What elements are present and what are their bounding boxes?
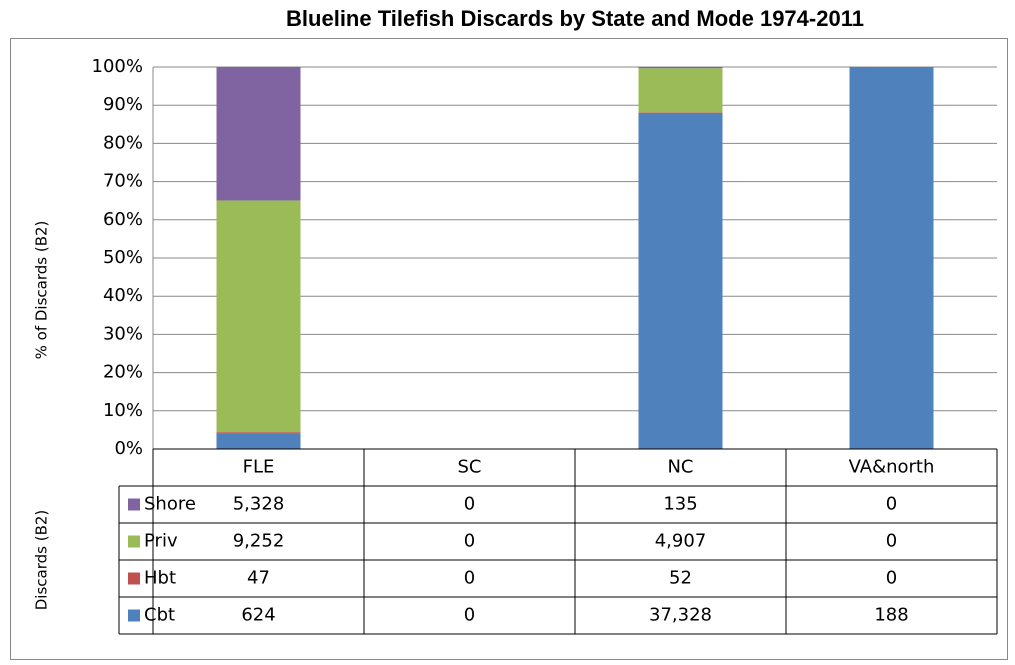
legend-label: Shore	[144, 494, 196, 515]
legend-swatch	[128, 609, 140, 622]
x-tick-label: FLE	[243, 457, 275, 478]
y-tick-label: 30%	[103, 323, 143, 344]
bar-segment	[216, 200, 301, 433]
table-value: 0	[464, 494, 475, 515]
bar-segment	[216, 432, 301, 434]
chart-frame	[10, 38, 1008, 660]
legend-swatch	[128, 572, 140, 585]
y-tick-label: 50%	[103, 247, 143, 268]
bar-segment	[638, 67, 723, 69]
chart-title: Blueline Tilefish Discards by State and …	[286, 6, 864, 31]
legend-swatch	[128, 535, 140, 548]
y-tick-label: 60%	[103, 209, 143, 230]
table-value: 0	[886, 531, 897, 552]
bar-segment	[849, 67, 934, 449]
table-value: 0	[886, 568, 897, 589]
table-value: 135	[663, 494, 697, 515]
y-tick-label: 0%	[114, 438, 143, 459]
table-value: 37,328	[649, 605, 712, 626]
table-axis-title: Discards (B2)	[33, 510, 51, 611]
legend-label: Hbt	[144, 568, 176, 589]
y-tick-label: 10%	[103, 400, 143, 421]
y-tick-label: 80%	[103, 132, 143, 153]
table-value: 0	[464, 568, 475, 589]
table-value: 624	[241, 605, 275, 626]
bar-segment	[638, 68, 723, 113]
table-value: 52	[669, 568, 692, 589]
table-value: 0	[464, 605, 475, 626]
y-tick-label: 90%	[103, 94, 143, 115]
x-tick-label: VA&north	[849, 457, 935, 478]
legend-label: Cbt	[144, 605, 175, 626]
x-tick-label: SC	[458, 457, 482, 478]
legend-label: Priv	[144, 531, 178, 552]
x-tick-label: NC	[667, 457, 693, 478]
bar-segment	[216, 433, 301, 449]
table-value: 0	[464, 531, 475, 552]
y-axis-title: % of Discards (B2)	[33, 221, 51, 360]
bar-segment	[216, 67, 301, 201]
table-value: 47	[247, 568, 270, 589]
table-value: 4,907	[655, 531, 707, 552]
legend-swatch	[128, 498, 140, 511]
y-tick-label: 40%	[103, 285, 143, 306]
y-tick-label: 20%	[103, 362, 143, 383]
table-value: 188	[874, 605, 908, 626]
y-tick-label: 100%	[92, 56, 143, 77]
y-tick-label: 70%	[103, 171, 143, 192]
table-value: 9,252	[233, 531, 285, 552]
table-value: 5,328	[233, 494, 285, 515]
table-value: 0	[886, 494, 897, 515]
bar-segment	[638, 112, 723, 450]
